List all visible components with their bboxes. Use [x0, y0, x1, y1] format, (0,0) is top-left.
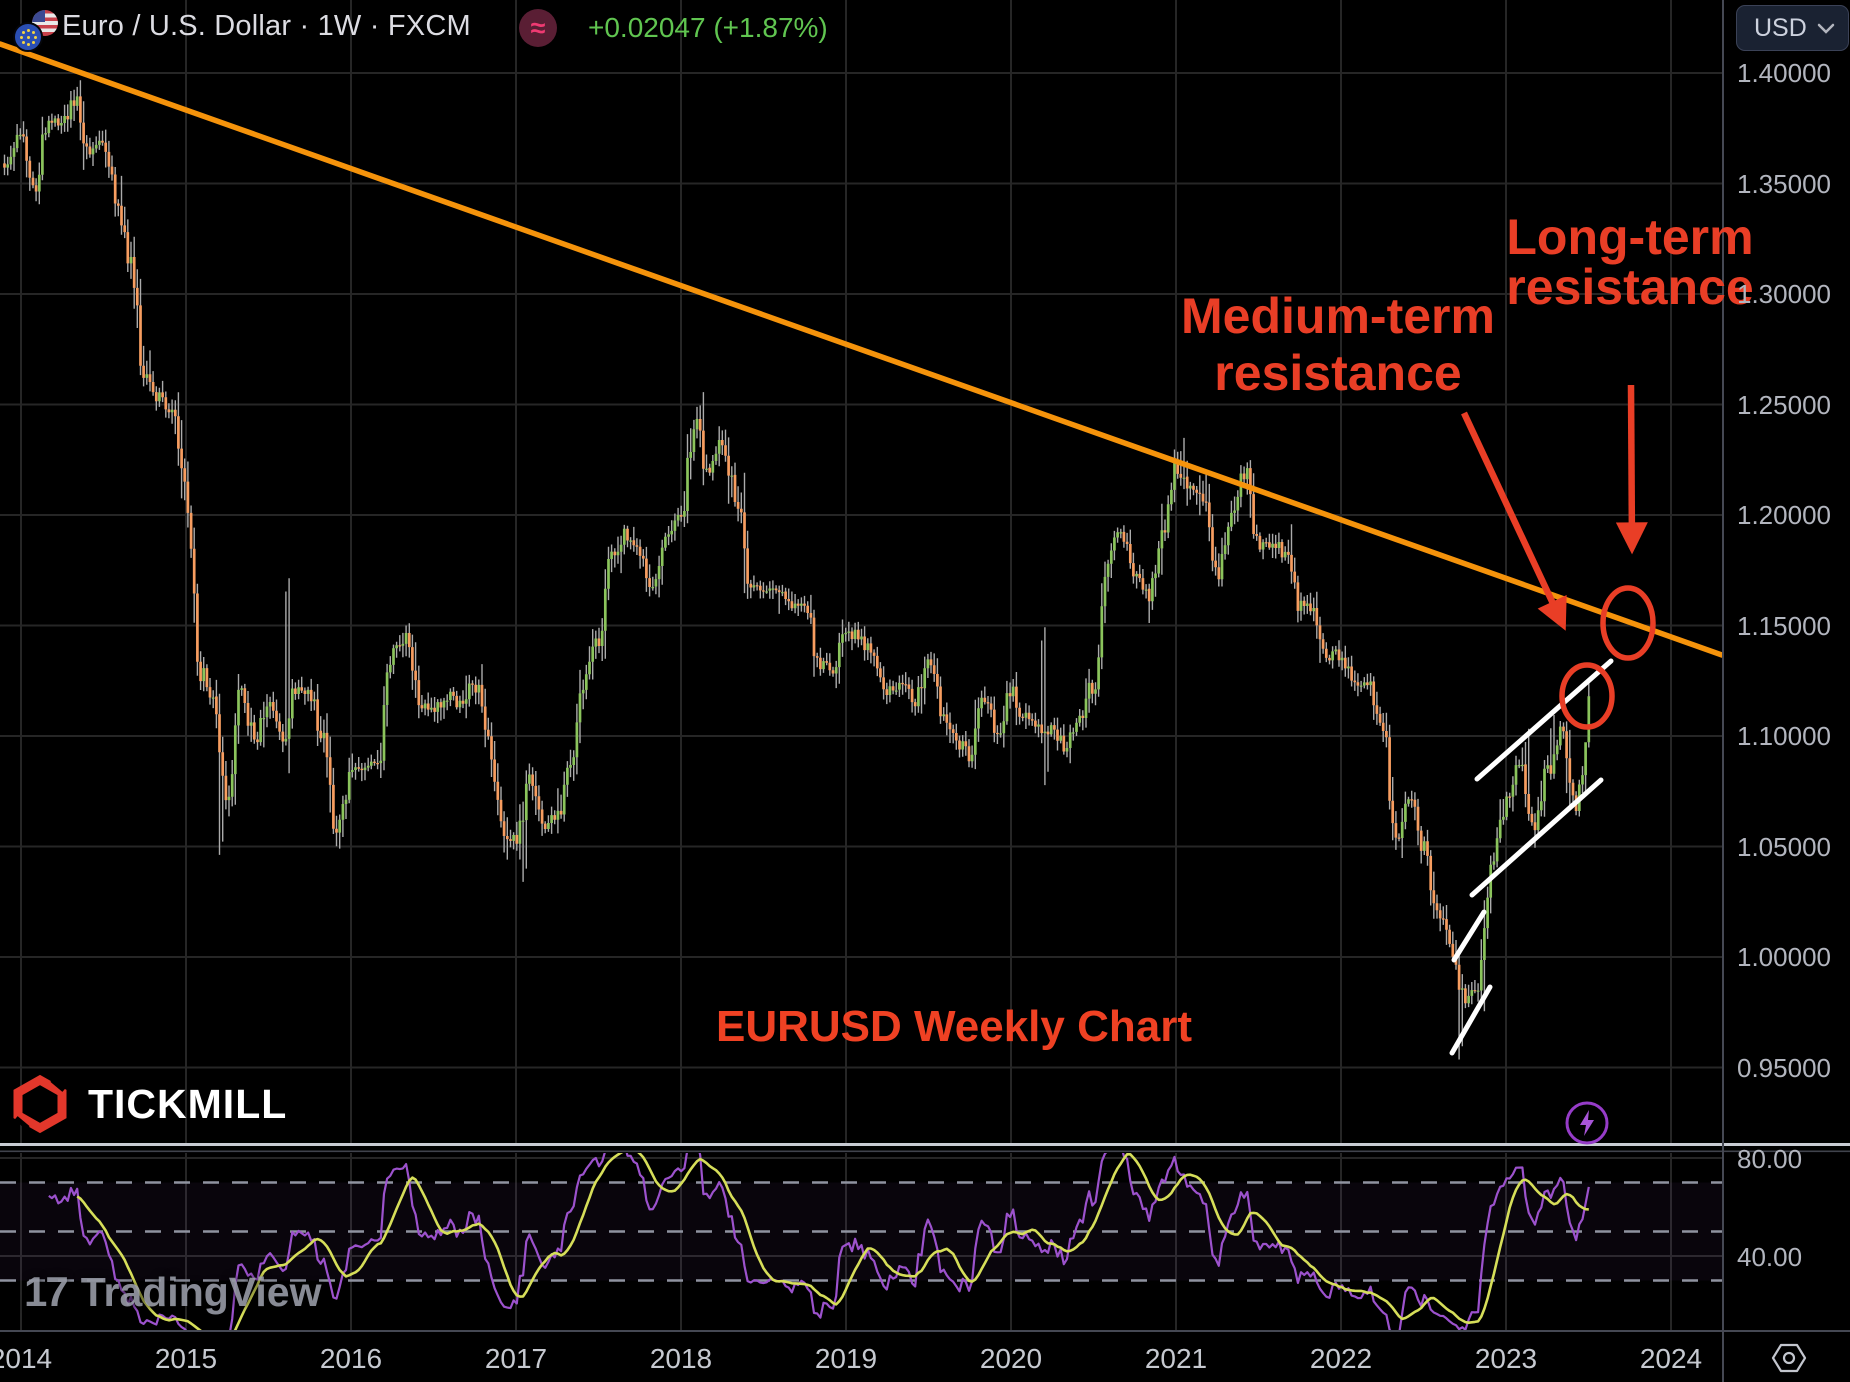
boost-lightning-icon[interactable]	[1564, 1100, 1610, 1146]
us-flag-icon	[32, 10, 58, 36]
price-axis-label: 1.40000	[1737, 58, 1831, 88]
time-axis-label: 2015	[154, 1343, 218, 1374]
price-axis-label: 1.00000	[1737, 942, 1831, 972]
time-axis-label: 2017	[484, 1343, 548, 1374]
chart-watermark-text: EURUSD Weekly Chart	[716, 1002, 1192, 1051]
delayed-data-badge[interactable]: ≈	[519, 9, 557, 47]
price-change: +0.02047 (+1.87%)	[588, 12, 828, 43]
tradingview-glyph-icon: 17	[24, 1268, 69, 1315]
price-axis-label: 1.10000	[1737, 721, 1831, 751]
time-axis-label: 2020	[979, 1343, 1043, 1374]
indicator-axis-label: 80.00	[1737, 1144, 1803, 1174]
indicator-axis-label: 40.00	[1737, 1242, 1803, 1272]
time-axis-label: 2014	[0, 1343, 53, 1374]
tradingview-logo[interactable]: 17 TradingView	[24, 1268, 321, 1316]
time-axis-label: 2021	[1144, 1343, 1208, 1374]
tradingview-logo-text: TradingView	[80, 1268, 322, 1315]
price-axis-label: 1.30000	[1737, 279, 1831, 309]
time-axis-label: 2022	[1309, 1343, 1373, 1374]
price-axis-label: 1.15000	[1737, 610, 1831, 641]
long-term-resistance-label: Long-term resistance	[1506, 209, 1754, 315]
eu-flag-icon	[13, 22, 43, 52]
chevron-down-icon	[1817, 23, 1835, 34]
time-axis-label: 2019	[814, 1343, 878, 1374]
time-axis-label: 2016	[319, 1343, 383, 1374]
symbol-title: Euro / U.S. Dollar · 1W · FXCM	[62, 10, 471, 42]
axis-settings-hexagon-icon[interactable]	[1771, 1342, 1807, 1374]
currency-selector-label: USD	[1754, 13, 1807, 42]
time-axis-label: 2024	[1639, 1343, 1703, 1374]
time-axis-label: 2018	[649, 1343, 713, 1374]
medium-term-resistance-label: Medium-term resistance	[1181, 288, 1495, 401]
price-axis-label: 1.35000	[1737, 168, 1831, 199]
tickmill-hexagon-icon	[13, 1074, 67, 1134]
price-axis-label: 1.05000	[1737, 831, 1831, 862]
tickmill-logo: TICKMILL	[12, 1074, 287, 1134]
tickmill-logo-text: TICKMILL	[88, 1080, 288, 1127]
currency-selector[interactable]: USD	[1736, 5, 1849, 51]
price-axis-label: 1.25000	[1737, 389, 1831, 420]
symbol-flags-icon	[0, 0, 70, 60]
price-axis-label: 0.95000	[1737, 1052, 1831, 1083]
time-axis-label: 2023	[1474, 1343, 1538, 1374]
price-axis-label: 1.20000	[1737, 500, 1831, 530]
